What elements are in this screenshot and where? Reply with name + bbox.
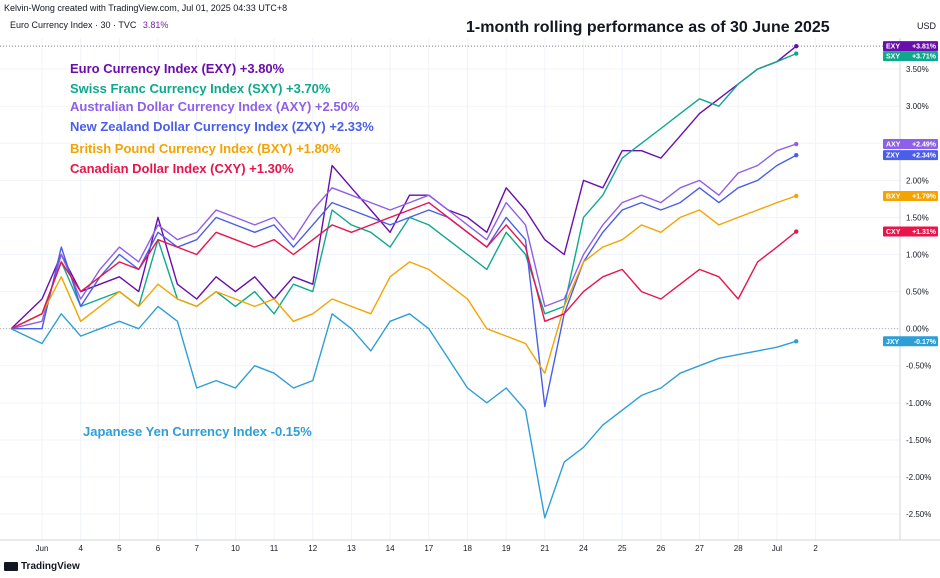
x-tick-label: 2 <box>813 544 818 553</box>
badge-value: -0.17% <box>914 339 937 346</box>
x-tick-label: Jul <box>772 544 782 553</box>
x-tick-label: 21 <box>540 544 549 553</box>
badge-symbol: EXY <box>886 44 900 51</box>
x-tick-label: 19 <box>502 544 511 553</box>
x-tick-label: 14 <box>386 544 395 553</box>
y-tick-label: -0.50% <box>906 362 931 371</box>
x-tick-label: 6 <box>156 544 161 553</box>
badge-value: +2.34% <box>912 153 937 160</box>
badge-background <box>883 336 938 347</box>
badge-symbol: SXY <box>886 54 900 61</box>
badge-zxy: ZXY +2.34% <box>883 150 938 161</box>
y-tick-label: 0.00% <box>906 325 929 334</box>
x-tick-label: 26 <box>656 544 665 553</box>
x-tick-label: 4 <box>78 544 83 553</box>
x-tick-label: Jun <box>36 544 49 553</box>
series-line-axy[interactable] <box>10 143 797 330</box>
badge-background <box>883 41 938 52</box>
legend-sxy: Swiss Franc Currency Index (SXY) +3.70% <box>70 81 331 96</box>
symbol-value: 3.81% <box>142 20 169 30</box>
last-point-jxy <box>794 339 799 344</box>
legend-zxy: New Zealand Dollar Currency Index (ZXY) … <box>70 119 374 134</box>
x-tick-label: 12 <box>308 544 317 553</box>
y-tick-label: -2.50% <box>906 510 931 519</box>
grid <box>0 38 900 540</box>
badge-value: +3.71% <box>912 54 937 61</box>
badge-background <box>883 226 938 237</box>
y-tick-label: -1.50% <box>906 436 931 445</box>
x-tick-label: 25 <box>618 544 627 553</box>
series-line-jxy[interactable] <box>10 305 797 519</box>
x-tick-label: 5 <box>117 544 122 553</box>
badge-symbol: CXY <box>886 229 901 236</box>
last-point-sxy <box>794 51 799 56</box>
badge-value: +1.31% <box>912 229 937 236</box>
last-value-badges: EXY +3.81% SXY +3.71% AXY +2.49% ZXY +2.34% BXY +… <box>883 41 938 347</box>
badge-background <box>883 190 938 201</box>
currency-label[interactable]: USD <box>916 21 936 31</box>
legend-exy: Euro Currency Index (EXY) +3.80% <box>70 61 285 76</box>
x-tick-label: 24 <box>579 544 588 553</box>
last-point-cxy <box>794 229 799 234</box>
badge-axy: AXY +2.49% <box>883 139 938 150</box>
badge-symbol: BXY <box>886 193 901 200</box>
series-lines <box>10 43 799 519</box>
y-tick-label: 0.50% <box>906 288 929 297</box>
badge-value: +1.79% <box>912 193 937 200</box>
badge-value: +3.81% <box>912 44 937 51</box>
y-tick-label: -1.00% <box>906 399 931 408</box>
x-tick-label: 13 <box>347 544 356 553</box>
badge-sxy: SXY +3.71% <box>883 51 938 62</box>
series-line-cxy[interactable] <box>10 201 797 330</box>
symbol-info[interactable]: Euro Currency Index · 30 · TVC 3.81% <box>10 20 168 30</box>
y-tick-label: -2.00% <box>906 473 931 482</box>
last-point-axy <box>794 141 799 147</box>
time-axis: Jun 4 5 6 7 10 11 12 13 14 17 18 19 21 24 25 26 27 28 Jul 2 <box>36 544 819 553</box>
symbol-name: Euro Currency Index · 30 · TVC <box>10 20 137 30</box>
badge-cxy: CXY +1.31% <box>883 226 938 237</box>
badge-value: +2.49% <box>912 142 937 149</box>
last-point-bxy <box>794 193 799 199</box>
price-axis: 3.50%3.00%2.50%2.00%1.50%1.00%0.50%0.00%… <box>906 65 931 519</box>
chart-title: 1-month rolling performance as of 30 Jun… <box>466 19 830 36</box>
legend-axy: Australian Dollar Currency Index (AXY) +… <box>70 99 360 114</box>
series-line-bxy[interactable] <box>10 195 797 374</box>
badge-jxy: JXY -0.17% <box>883 336 938 347</box>
y-tick-label: 2.00% <box>906 176 929 185</box>
badge-symbol: AXY <box>886 142 901 149</box>
last-point-zxy <box>794 152 799 158</box>
badge-exy: EXY +3.81% <box>883 41 938 52</box>
x-tick-label: 27 <box>695 544 704 553</box>
x-tick-label: 10 <box>231 544 240 553</box>
y-tick-label: 1.00% <box>906 251 929 260</box>
series-line-exy[interactable] <box>10 45 797 330</box>
tradingview-logo-icon <box>4 562 18 571</box>
legend-jxy: Japanese Yen Currency Index -0.15% <box>83 424 312 439</box>
author-credit: Kelvin-Wong created with TradingView.com… <box>4 3 288 13</box>
badge-symbol: ZXY <box>886 153 900 160</box>
last-point-exy <box>794 43 799 49</box>
badge-background <box>883 51 938 62</box>
y-tick-label: 3.00% <box>906 102 929 111</box>
x-tick-label: 11 <box>270 544 279 553</box>
x-tick-label: 17 <box>424 544 433 553</box>
badge-background <box>883 139 938 150</box>
y-tick-label: 3.50% <box>906 65 929 74</box>
logo-text: TradingView <box>21 561 80 572</box>
x-tick-label: 28 <box>734 544 743 553</box>
series-line-zxy[interactable] <box>11 154 797 408</box>
legend-cxy: Canadian Dollar Index (CXY) +1.30% <box>70 161 294 176</box>
x-tick-label: 7 <box>194 544 199 553</box>
zero-line <box>0 45 900 330</box>
badge-bxy: BXY +1.79% <box>883 190 938 201</box>
badge-background <box>883 150 938 161</box>
legend-bxy: British Pound Currency Index (BXY) +1.80… <box>70 141 341 156</box>
tradingview-logo[interactable]: TradingView <box>4 561 80 572</box>
x-tick-label: 18 <box>463 544 472 553</box>
y-tick-label: 1.50% <box>906 213 929 222</box>
badge-symbol: JXY <box>886 339 900 346</box>
